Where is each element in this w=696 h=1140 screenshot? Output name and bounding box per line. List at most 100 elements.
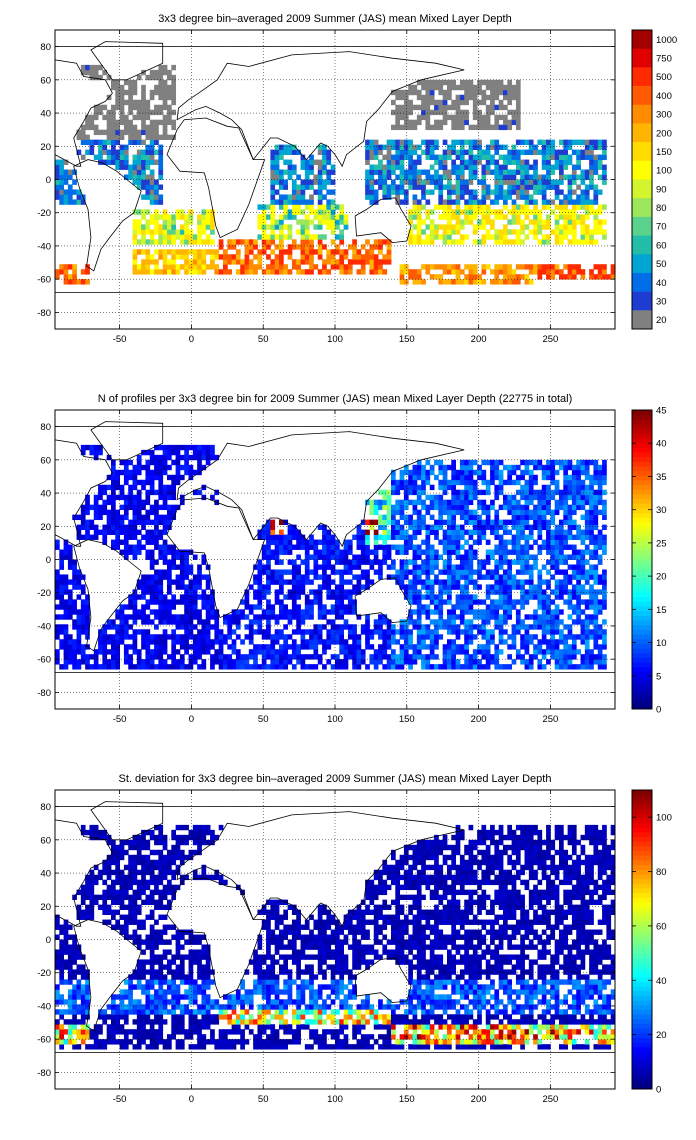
data-bin	[313, 549, 319, 555]
data-bin	[593, 274, 599, 280]
data-bin	[270, 164, 276, 170]
data-bin	[563, 574, 569, 580]
data-bin	[145, 154, 151, 160]
data-bin	[317, 204, 323, 210]
data-bin	[309, 259, 314, 265]
data-bin	[412, 554, 418, 560]
data-bin	[85, 279, 90, 285]
data-bin	[55, 269, 60, 275]
data-bin	[136, 99, 142, 106]
data-bin	[425, 549, 431, 555]
data-bin	[546, 604, 551, 610]
data-bin	[507, 574, 513, 580]
data-bin	[524, 509, 530, 516]
data-bin	[408, 184, 413, 190]
data-bin	[192, 554, 198, 560]
data-bin	[347, 609, 353, 615]
data-bin	[455, 614, 461, 620]
data-bin	[227, 254, 233, 260]
data-bin	[472, 624, 478, 630]
data-bin	[442, 549, 448, 555]
data-bin	[369, 629, 375, 635]
data-bin	[128, 109, 133, 116]
data-bin	[76, 189, 82, 195]
data-bin	[533, 214, 538, 220]
data-bin	[412, 214, 418, 220]
data-bin	[584, 194, 590, 200]
data-bin	[528, 179, 534, 185]
x-tick-label: -50	[113, 334, 127, 345]
data-bin	[498, 79, 504, 86]
data-bin	[63, 609, 69, 615]
data-bin	[503, 214, 508, 220]
data-bin	[468, 214, 474, 220]
data-bin	[102, 159, 108, 165]
data-bin	[554, 234, 560, 240]
data-bin	[261, 229, 267, 235]
data-bin	[132, 264, 138, 270]
data-bin	[115, 479, 121, 486]
data-bin	[498, 194, 504, 200]
data-bin	[111, 149, 116, 155]
data-bin	[317, 219, 323, 225]
data-bin	[145, 189, 151, 195]
data-bin	[559, 269, 564, 275]
data-bin	[386, 509, 392, 516]
data-bin	[550, 229, 556, 235]
data-bin	[270, 269, 276, 275]
data-bin	[210, 454, 215, 461]
data-bin	[515, 479, 521, 486]
data-bin	[382, 554, 388, 560]
data-bin	[425, 99, 431, 106]
data-bin	[171, 64, 177, 71]
data-bin	[503, 174, 508, 180]
data-bin	[205, 239, 211, 245]
data-bin	[559, 519, 564, 526]
data-bin	[559, 649, 564, 655]
data-bin	[602, 169, 607, 175]
data-bin	[300, 584, 306, 590]
data-bin	[111, 544, 116, 550]
data-bin	[472, 89, 478, 96]
data-bin	[395, 639, 401, 645]
data-bin	[485, 604, 491, 610]
data-bin	[563, 479, 569, 486]
data-bin	[266, 584, 271, 590]
data-bin	[503, 94, 508, 101]
data-bin	[554, 569, 560, 575]
data-bin	[136, 149, 142, 155]
data-bin	[464, 279, 469, 285]
colorbar-tick-label: 400	[656, 91, 672, 102]
data-bin	[171, 249, 177, 255]
data-bin	[257, 249, 263, 255]
data-bin	[554, 184, 560, 190]
data-bin	[524, 159, 530, 165]
data-bin	[524, 644, 530, 650]
data-bin	[102, 149, 108, 155]
data-bin	[322, 664, 327, 670]
data-bin	[76, 594, 82, 600]
data-bin	[123, 474, 129, 481]
data-bin	[154, 579, 159, 585]
data-bin	[326, 249, 332, 255]
data-bin	[472, 549, 478, 555]
data-bin	[347, 244, 353, 250]
data-bin	[421, 169, 426, 175]
data-bin	[365, 189, 370, 195]
data-bin	[442, 519, 448, 526]
data-bin	[326, 659, 332, 665]
data-bin	[132, 99, 138, 106]
data-bin	[227, 619, 233, 625]
data-bin	[322, 194, 327, 200]
data-bin	[244, 659, 250, 665]
data-bin	[451, 579, 457, 585]
data-bin	[455, 569, 461, 575]
data-bin	[567, 194, 573, 200]
data-bin	[584, 139, 590, 146]
data-bin	[93, 104, 99, 111]
data-bin	[322, 564, 327, 570]
data-bin	[507, 549, 513, 555]
data-bin	[567, 264, 573, 270]
data-bin	[451, 229, 457, 235]
data-bin	[528, 269, 534, 275]
